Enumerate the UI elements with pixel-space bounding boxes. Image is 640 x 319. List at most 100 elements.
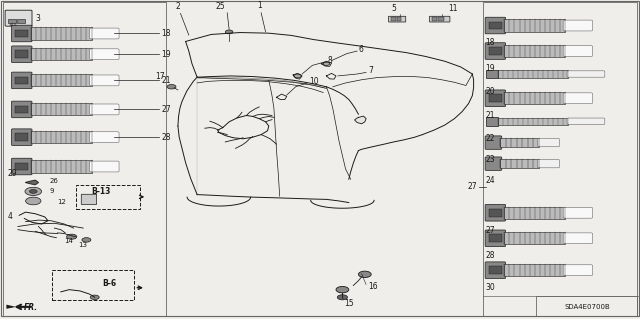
Bar: [536, 296, 637, 316]
FancyBboxPatch shape: [12, 46, 32, 63]
Text: B-13: B-13: [92, 187, 111, 196]
Bar: [8, 19, 16, 23]
Text: 27: 27: [161, 105, 171, 114]
Circle shape: [29, 189, 37, 193]
Bar: [500, 138, 539, 147]
Bar: [76, 185, 140, 209]
Bar: [31, 160, 92, 173]
Text: 13: 13: [79, 242, 88, 248]
Text: 18: 18: [161, 29, 171, 38]
Text: 22: 22: [485, 134, 495, 143]
Bar: [486, 117, 498, 126]
Circle shape: [67, 234, 77, 239]
Text: 12: 12: [58, 199, 67, 204]
Bar: [432, 17, 437, 21]
Text: 15: 15: [344, 299, 354, 308]
Text: 14: 14: [65, 239, 74, 244]
Bar: [31, 131, 92, 143]
Polygon shape: [26, 180, 38, 185]
FancyBboxPatch shape: [12, 25, 32, 42]
Text: 24: 24: [485, 176, 495, 185]
Text: 27: 27: [467, 182, 477, 191]
FancyBboxPatch shape: [485, 136, 502, 149]
Circle shape: [358, 271, 371, 278]
FancyBboxPatch shape: [485, 157, 502, 170]
Bar: [31, 74, 92, 86]
FancyBboxPatch shape: [485, 230, 506, 247]
Polygon shape: [6, 305, 16, 309]
FancyBboxPatch shape: [5, 10, 32, 26]
FancyBboxPatch shape: [90, 161, 119, 172]
FancyBboxPatch shape: [485, 90, 506, 107]
Text: B-6: B-6: [102, 279, 116, 288]
Bar: [489, 22, 502, 29]
FancyBboxPatch shape: [388, 16, 406, 22]
Bar: [504, 232, 565, 244]
Circle shape: [90, 295, 99, 300]
Text: 1: 1: [257, 1, 262, 10]
Text: 17: 17: [156, 72, 165, 81]
Text: 4: 4: [8, 212, 13, 221]
Text: 6: 6: [358, 45, 364, 54]
Bar: [31, 27, 92, 40]
Text: 30: 30: [485, 283, 495, 292]
Text: FR.: FR.: [24, 303, 38, 312]
Text: 29: 29: [8, 169, 17, 178]
Bar: [504, 45, 565, 57]
Text: 10: 10: [309, 77, 319, 86]
Bar: [504, 92, 565, 104]
Circle shape: [26, 197, 41, 205]
Circle shape: [25, 187, 42, 196]
FancyBboxPatch shape: [12, 101, 32, 118]
Bar: [15, 30, 28, 37]
Bar: [489, 234, 502, 242]
Text: 21: 21: [485, 111, 495, 120]
Text: 2: 2: [175, 2, 180, 11]
FancyBboxPatch shape: [485, 204, 506, 221]
FancyBboxPatch shape: [567, 71, 605, 77]
Bar: [15, 133, 28, 141]
Text: 7: 7: [369, 66, 374, 75]
Circle shape: [336, 286, 349, 293]
FancyBboxPatch shape: [90, 28, 119, 39]
Text: 27: 27: [485, 226, 495, 234]
FancyBboxPatch shape: [90, 49, 119, 60]
Bar: [489, 47, 502, 55]
Bar: [3, 2, 166, 316]
Bar: [17, 19, 25, 23]
Text: 19: 19: [161, 50, 171, 59]
Text: 21: 21: [161, 76, 171, 85]
Circle shape: [337, 295, 348, 300]
Bar: [500, 159, 539, 168]
FancyBboxPatch shape: [563, 207, 593, 218]
Bar: [489, 266, 502, 274]
Bar: [504, 207, 565, 219]
FancyBboxPatch shape: [485, 43, 506, 59]
Text: 16: 16: [368, 282, 378, 291]
FancyBboxPatch shape: [563, 93, 593, 104]
FancyBboxPatch shape: [485, 262, 506, 278]
Bar: [52, 270, 134, 300]
Text: SDA4E0700B: SDA4E0700B: [564, 304, 611, 310]
Bar: [486, 70, 498, 78]
Bar: [498, 70, 568, 78]
Circle shape: [167, 85, 176, 89]
FancyBboxPatch shape: [538, 160, 559, 168]
Bar: [31, 103, 92, 115]
Text: 20: 20: [485, 87, 495, 96]
Text: 23: 23: [485, 155, 495, 164]
Text: 3: 3: [35, 14, 40, 23]
Text: #15: #15: [9, 23, 18, 27]
FancyBboxPatch shape: [485, 17, 506, 34]
Bar: [498, 118, 568, 125]
FancyBboxPatch shape: [429, 16, 450, 22]
Text: 28: 28: [161, 133, 171, 142]
Text: 5: 5: [392, 4, 397, 13]
Bar: [15, 50, 28, 58]
Text: 28: 28: [485, 251, 495, 260]
Circle shape: [323, 62, 330, 65]
FancyBboxPatch shape: [563, 233, 593, 244]
FancyBboxPatch shape: [90, 104, 119, 115]
Bar: [397, 17, 401, 21]
Polygon shape: [355, 116, 366, 124]
